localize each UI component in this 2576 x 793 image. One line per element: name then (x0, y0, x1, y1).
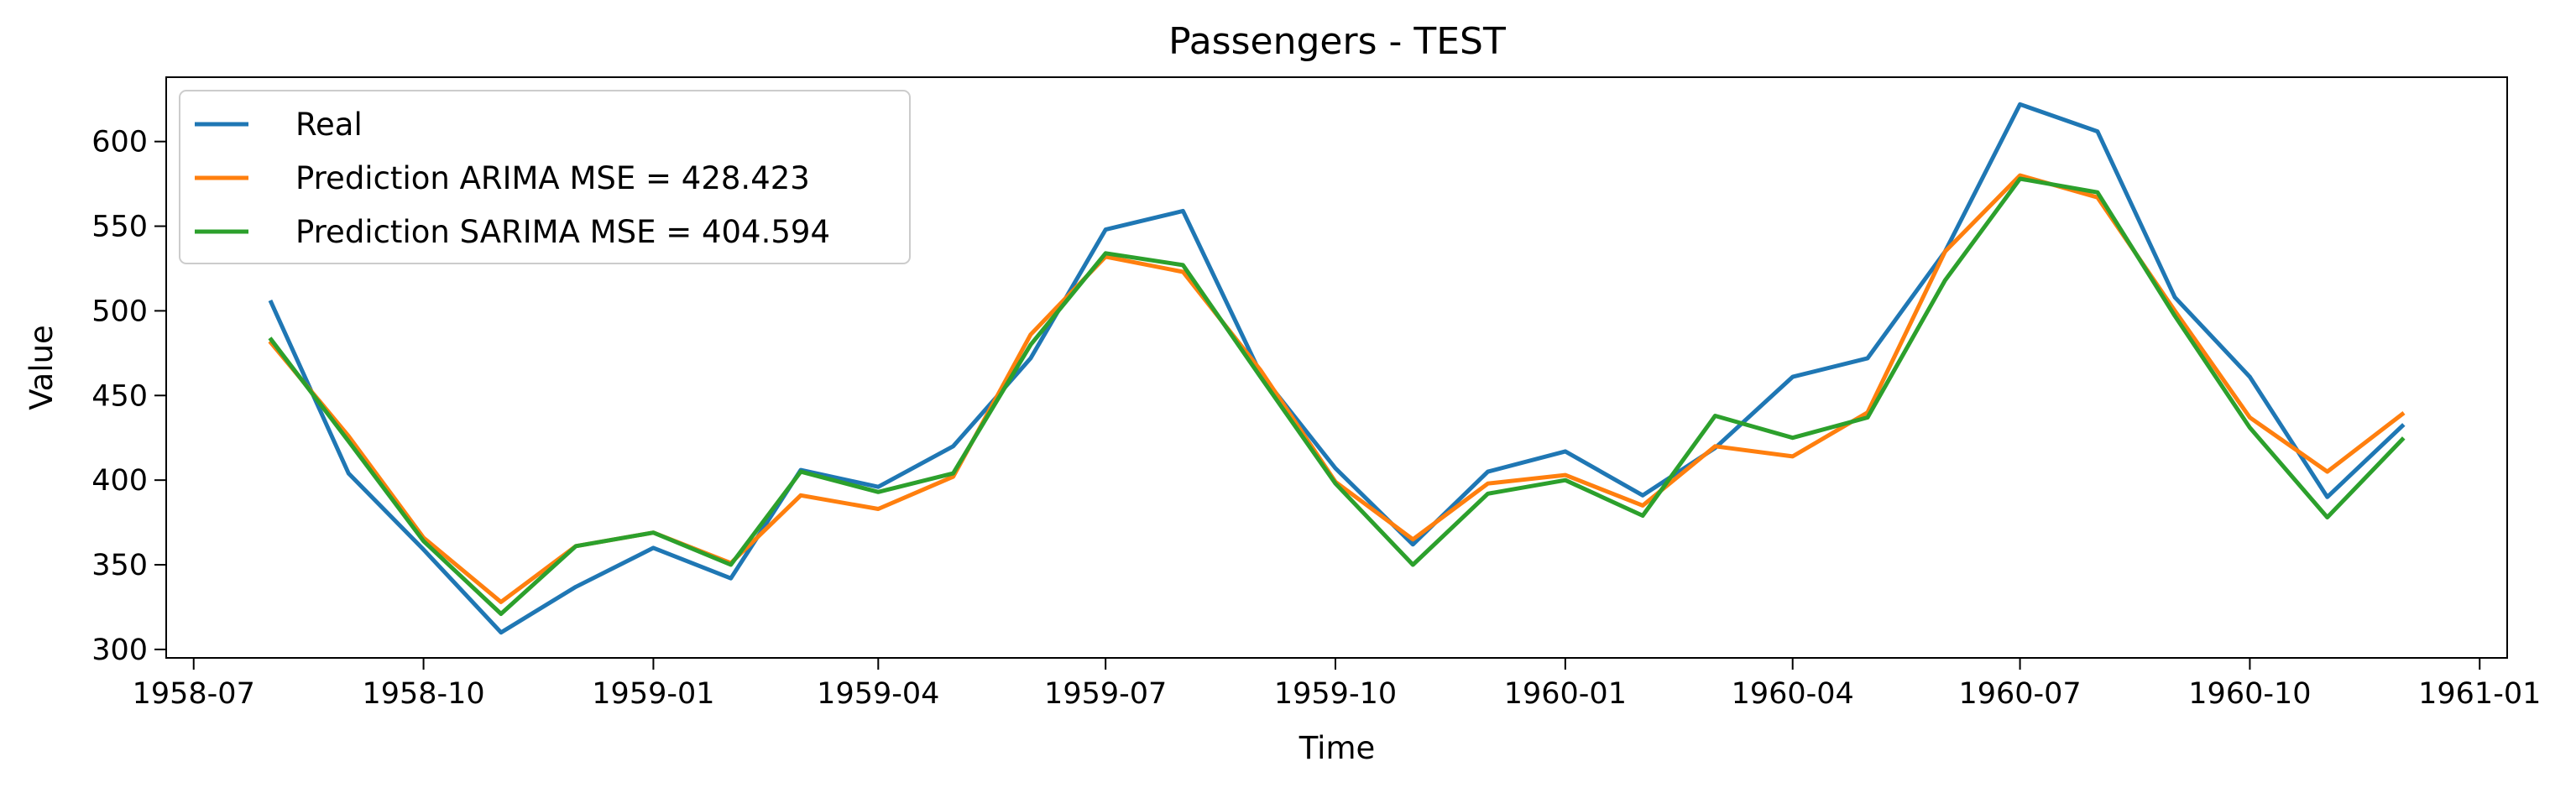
x-tick-label: 1960-07 (1958, 677, 2081, 711)
chart-title: Passengers - TEST (1168, 20, 1506, 63)
y-axis-label: Value (24, 325, 60, 410)
x-tick-label: 1960-01 (1504, 677, 1627, 711)
x-tick-label: 1959-01 (592, 677, 714, 711)
plot-frame (165, 76, 2508, 659)
x-tick-label: 1959-04 (817, 677, 939, 711)
y-tick-label: 400 (91, 464, 148, 498)
x-tick-label: 1960-04 (1732, 677, 1854, 711)
x-tick-label: 1959-10 (1274, 677, 1397, 711)
legend-label: Prediction ARIMA MSE = 428.423 (295, 160, 810, 196)
legend-label: Real (295, 107, 363, 143)
x-axis-label: Time (1298, 730, 1376, 766)
y-tick-label: 300 (91, 634, 148, 667)
legend-box (179, 90, 911, 264)
y-tick-label: 550 (91, 211, 148, 244)
y-axis: 300 350 400 450 500 550 600 (91, 126, 166, 667)
x-tick-label: 1958-10 (362, 677, 484, 711)
series-line-3 (268, 176, 2406, 616)
y-tick-label: 450 (91, 379, 148, 413)
series-line-1 (268, 102, 2406, 635)
x-tick-label: 1961-01 (2418, 677, 2541, 711)
x-tick-label: 1960-10 (2188, 677, 2311, 711)
plot-area (165, 76, 2508, 659)
y-tick-label: 500 (91, 295, 148, 328)
x-tick-label: 1958-07 (133, 677, 255, 711)
series-layer (268, 102, 2406, 635)
legend: Real Prediction ARIMA MSE = 428.423 Predic… (179, 90, 911, 264)
x-tick-label: 1959-07 (1044, 677, 1167, 711)
y-tick-label: 600 (91, 126, 148, 159)
x-axis: 1958-07 1958-10 1959-01 1959-04 1959-07 1959-… (133, 658, 2541, 711)
legend-label: Prediction SARIMA MSE = 404.594 (295, 214, 830, 250)
y-tick-label: 350 (91, 549, 148, 582)
